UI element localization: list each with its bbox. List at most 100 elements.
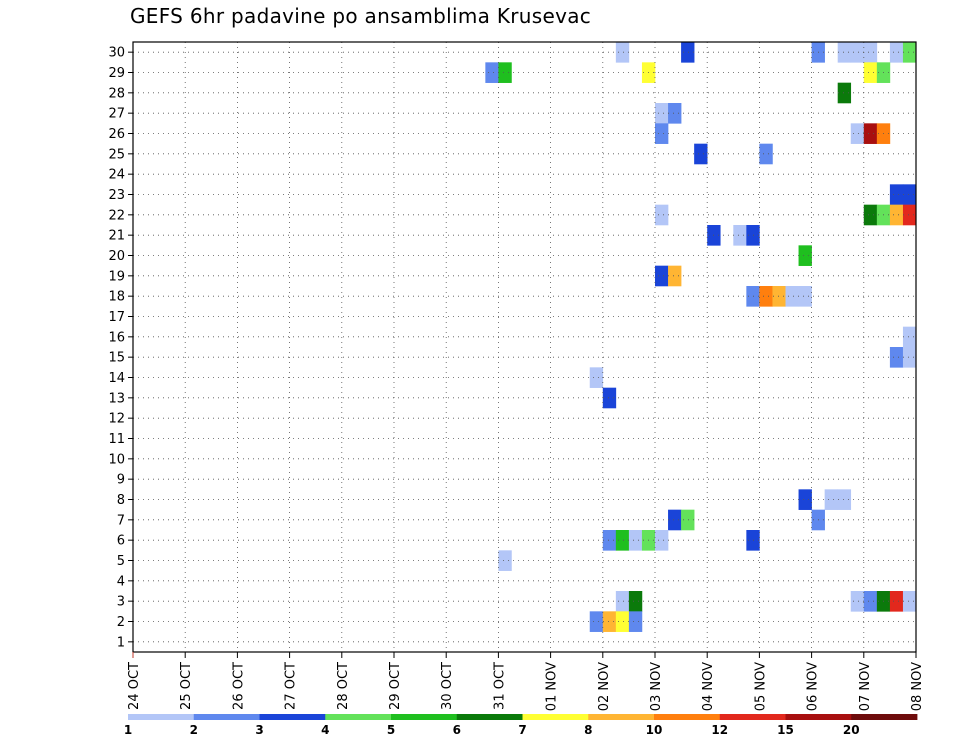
y-tick-label: 22 xyxy=(108,208,125,223)
precip-cell xyxy=(498,62,512,83)
legend-swatch xyxy=(851,714,918,720)
x-tick-label: 31 OCT xyxy=(492,662,507,710)
precip-cell xyxy=(655,103,669,124)
y-tick-label: 23 xyxy=(108,188,125,203)
precip-cell xyxy=(889,204,904,226)
y-tick-label: 12 xyxy=(108,412,125,427)
precip-cell xyxy=(602,387,617,409)
precip-cell xyxy=(589,367,604,388)
precip-cell xyxy=(902,204,917,226)
x-tick-label: 01 NOV xyxy=(545,662,560,711)
legend-label: 8 xyxy=(584,723,592,737)
legend-swatch xyxy=(128,714,195,720)
y-tick-label: 1 xyxy=(117,635,125,650)
y-tick-label: 20 xyxy=(108,249,125,264)
x-tick-label: 24 OCT xyxy=(127,662,142,710)
legend-swatch xyxy=(193,714,260,720)
y-tick-label: 2 xyxy=(117,615,125,630)
y-tick-label: 10 xyxy=(108,452,125,467)
precip-cell xyxy=(615,611,630,632)
precip-cell xyxy=(628,591,643,612)
y-tick-label: 6 xyxy=(117,534,125,549)
precip-cell xyxy=(498,550,512,571)
precip-cell xyxy=(485,62,499,83)
x-tick-label: 04 NOV xyxy=(701,662,716,711)
precip-cell xyxy=(824,489,838,510)
y-tick-label: 19 xyxy=(108,269,125,284)
y-tick-label: 4 xyxy=(117,574,125,589)
precip-cell xyxy=(668,509,682,531)
y-tick-label: 15 xyxy=(108,351,125,366)
y-tick-label: 28 xyxy=(108,86,125,101)
legend-label: 5 xyxy=(387,723,395,737)
legend-swatch xyxy=(588,714,655,720)
grid-layer xyxy=(133,42,916,652)
precip-cell xyxy=(902,184,917,205)
legend-label: 12 xyxy=(711,723,728,737)
x-tick-label: 26 OCT xyxy=(231,662,246,710)
precip-cell xyxy=(863,591,878,612)
precip-cell xyxy=(798,489,812,510)
cells-layer xyxy=(485,42,917,632)
precip-cell xyxy=(837,489,852,510)
precip-cell xyxy=(772,286,786,307)
x-tick-label: 28 OCT xyxy=(336,662,351,710)
precip-cell xyxy=(837,82,852,104)
legend-label: 6 xyxy=(453,723,461,737)
legend-label: 1 xyxy=(124,723,132,737)
y-tick-label: 14 xyxy=(108,371,125,386)
precip-cell xyxy=(863,204,878,226)
y-tick-label: 3 xyxy=(117,595,125,610)
legend-swatch xyxy=(522,714,589,720)
colorbar-legend: 1 2 3 4 5 6 7 8 10 12 15 20 xyxy=(124,714,918,737)
precip-cell xyxy=(602,530,617,551)
precip-cell xyxy=(889,591,904,612)
precip-cell xyxy=(615,42,630,63)
legend-label: 10 xyxy=(646,723,663,737)
legend-swatch xyxy=(259,714,326,720)
chart-title: GEFS 6hr padavine po ansamblima Krusevac xyxy=(130,4,592,28)
legend-swatch xyxy=(719,714,786,720)
y-tick-label: 24 xyxy=(108,168,125,183)
y-tick-label: 21 xyxy=(108,229,125,244)
y-tick-label: 26 xyxy=(108,127,125,142)
y-tick-label: 30 xyxy=(108,46,125,61)
legend-label: 20 xyxy=(843,723,860,737)
precip-cell xyxy=(850,42,865,63)
legend-label: 3 xyxy=(255,723,263,737)
precip-cell xyxy=(863,123,878,144)
precip-cell xyxy=(668,103,682,124)
precip-cell xyxy=(889,42,904,63)
y-tick-label: 17 xyxy=(108,310,125,325)
x-tick-label: 06 NOV xyxy=(806,662,821,711)
precip-cell xyxy=(759,143,773,165)
precip-cell xyxy=(655,204,669,226)
y-tick-label: 25 xyxy=(108,147,125,162)
precip-cell xyxy=(615,591,630,612)
y-tick-label: 9 xyxy=(117,473,125,488)
precip-cell xyxy=(837,42,852,63)
precip-cell xyxy=(668,265,682,287)
x-tick-label: 30 OCT xyxy=(440,662,455,710)
x-tick-label: 03 NOV xyxy=(649,662,664,711)
precip-cell xyxy=(628,530,643,551)
x-tick-label: 25 OCT xyxy=(179,662,194,710)
legend-label: 4 xyxy=(321,723,329,737)
y-tick-label: 18 xyxy=(108,290,125,305)
precip-cell xyxy=(628,611,643,632)
precip-cell xyxy=(655,265,669,287)
x-tick-label: 27 OCT xyxy=(284,662,299,710)
plot-frame xyxy=(132,41,917,653)
precip-cell xyxy=(850,591,865,612)
precip-cell xyxy=(889,347,904,368)
precip-cell xyxy=(902,42,917,63)
precip-cell xyxy=(655,123,669,144)
axes-layer: 1234567891011121314151617181920212223242… xyxy=(108,46,925,712)
legend-label: 2 xyxy=(190,723,198,737)
precip-cell xyxy=(902,326,917,348)
x-tick-label: 02 NOV xyxy=(597,662,612,711)
precip-cell xyxy=(785,286,799,307)
precip-cell xyxy=(902,591,917,612)
y-tick-label: 7 xyxy=(117,513,125,528)
